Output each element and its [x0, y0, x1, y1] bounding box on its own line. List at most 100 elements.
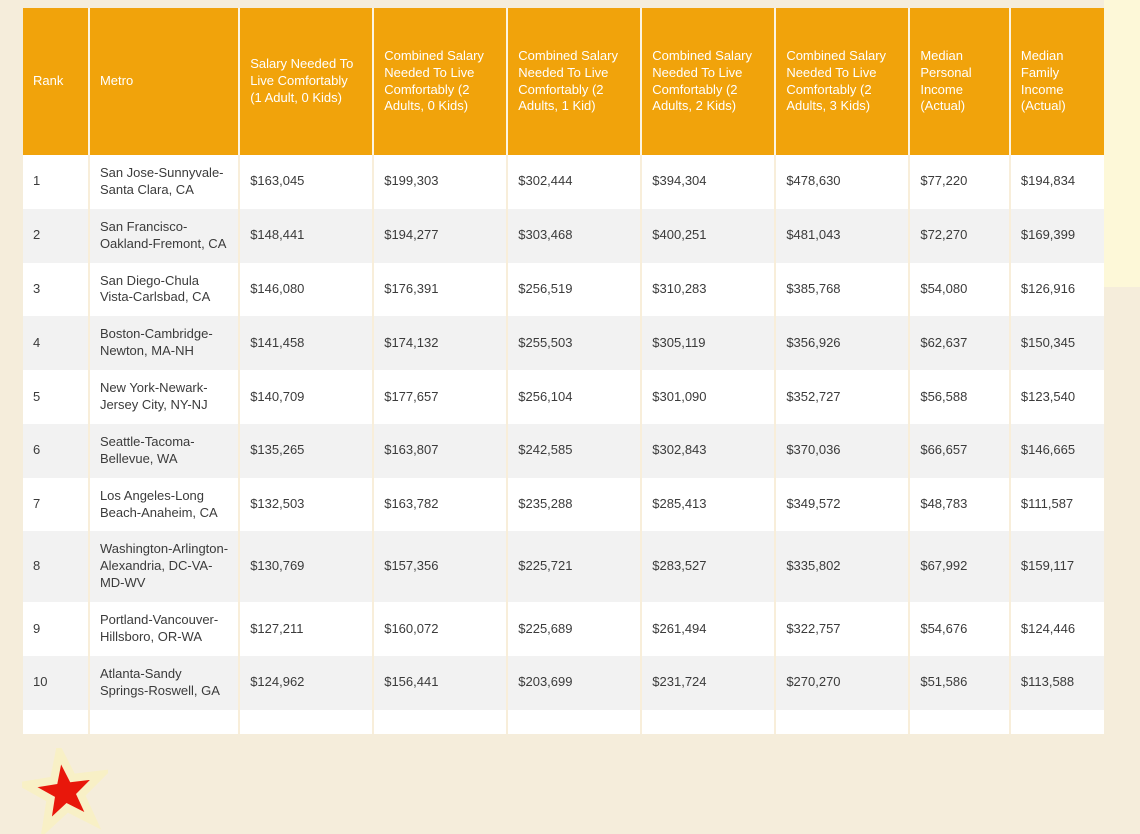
value-cell: $130,769	[239, 531, 375, 603]
value-cell: $176,391	[373, 262, 509, 317]
value-cell: $385,768	[775, 262, 911, 317]
value-cell: $255,503	[507, 316, 643, 371]
value-cell	[373, 709, 509, 734]
value-cell: $335,802	[775, 531, 911, 603]
value-cell: $77,220	[909, 155, 1011, 209]
table-row: 6 Seattle-Tacoma-Bellevue, WA $135,265 $…	[23, 423, 1104, 478]
value-cell: $285,413	[641, 477, 777, 532]
table-row: 3 San Diego-Chula Vista-Carlsbad, CA $14…	[23, 262, 1104, 317]
value-cell: $199,303	[373, 155, 509, 209]
value-cell: $54,080	[909, 262, 1011, 317]
value-cell	[641, 709, 777, 734]
rank-cell: 2	[23, 208, 90, 263]
value-cell: $256,519	[507, 262, 643, 317]
value-cell: $157,356	[373, 531, 509, 603]
value-cell: $113,588	[1009, 655, 1104, 710]
rank-cell	[23, 709, 90, 734]
metro-cell: San Diego-Chula Vista-Carlsbad, CA	[88, 262, 241, 317]
rank-cell: 4	[23, 316, 90, 371]
value-cell: $256,104	[507, 370, 643, 424]
header-cell-median-personal-income: Median Personal Income (Actual)	[909, 8, 1011, 155]
value-cell: $111,587	[1009, 477, 1104, 532]
value-cell: $356,926	[775, 316, 911, 371]
table-row: 1 San Jose-Sunnyvale-Santa Clara, CA $16…	[23, 155, 1104, 209]
value-cell: $310,283	[641, 262, 777, 317]
value-cell: $146,080	[239, 262, 375, 317]
value-cell: $163,045	[239, 155, 375, 209]
value-cell: $225,689	[507, 602, 643, 656]
value-cell: $194,834	[1009, 155, 1104, 209]
table-row: 4 Boston-Cambridge-Newton, MA-NH $141,45…	[23, 316, 1104, 371]
header-cell-salary-1a0k: Salary Needed To Live Comfortably (1 Adu…	[239, 8, 375, 155]
value-cell: $169,399	[1009, 208, 1104, 263]
value-cell: $156,441	[373, 655, 509, 710]
value-cell: $481,043	[775, 208, 911, 263]
header-cell-median-family-income: Median Family Income (Actual)	[1009, 8, 1104, 155]
value-cell: $48,783	[909, 477, 1011, 532]
value-cell: $177,657	[373, 370, 509, 424]
value-cell: $302,843	[641, 423, 777, 478]
value-cell: $126,916	[1009, 262, 1104, 317]
salary-table-container: Rank Metro Salary Needed To Live Comfort…	[23, 8, 1104, 832]
table-row: 7 Los Angeles-Long Beach-Anaheim, CA $13…	[23, 477, 1104, 532]
value-cell: $51,586	[909, 655, 1011, 710]
value-cell: $150,345	[1009, 316, 1104, 371]
value-cell	[909, 709, 1011, 734]
value-cell: $370,036	[775, 423, 911, 478]
value-cell: $283,527	[641, 531, 777, 603]
page-margin-highlight	[1104, 0, 1140, 287]
metro-cell: Atlanta-Sandy Springs-Roswell, GA	[88, 655, 241, 710]
value-cell: $270,270	[775, 655, 911, 710]
value-cell	[507, 709, 643, 734]
rank-cell: 7	[23, 477, 90, 532]
header-cell-salary-2a1k: Combined Salary Needed To Live Comfortab…	[507, 8, 643, 155]
value-cell: $322,757	[775, 602, 911, 656]
metro-cell	[88, 709, 241, 734]
metro-cell: New York-Newark-Jersey City, NY-NJ	[88, 370, 241, 424]
header-cell-salary-2a0k: Combined Salary Needed To Live Comfortab…	[373, 8, 509, 155]
value-cell	[1009, 709, 1104, 734]
value-cell: $225,721	[507, 531, 643, 603]
value-cell: $163,807	[373, 423, 509, 478]
value-cell: $67,992	[909, 531, 1011, 603]
value-cell: $135,265	[239, 423, 375, 478]
value-cell	[775, 709, 911, 734]
value-cell: $54,676	[909, 602, 1011, 656]
rank-cell: 6	[23, 423, 90, 478]
rank-cell: 5	[23, 370, 90, 424]
salary-table: Rank Metro Salary Needed To Live Comfort…	[23, 8, 1104, 734]
value-cell: $478,630	[775, 155, 911, 209]
value-cell: $72,270	[909, 208, 1011, 263]
header-cell-metro: Metro	[88, 8, 241, 155]
value-cell: $302,444	[507, 155, 643, 209]
header-cell-salary-2a3k: Combined Salary Needed To Live Comfortab…	[775, 8, 911, 155]
value-cell: $56,588	[909, 370, 1011, 424]
value-cell: $66,657	[909, 423, 1011, 478]
value-cell: $394,304	[641, 155, 777, 209]
value-cell: $174,132	[373, 316, 509, 371]
metro-cell: Washington-Arlington-Alexandria, DC-VA-M…	[88, 531, 241, 603]
value-cell: $148,441	[239, 208, 375, 263]
value-cell: $242,585	[507, 423, 643, 478]
value-cell: $159,117	[1009, 531, 1104, 603]
value-cell: $124,962	[239, 655, 375, 710]
table-row: 10 Atlanta-Sandy Springs-Roswell, GA $12…	[23, 655, 1104, 710]
value-cell: $140,709	[239, 370, 375, 424]
value-cell: $132,503	[239, 477, 375, 532]
table-row: 5 New York-Newark-Jersey City, NY-NJ $14…	[23, 370, 1104, 424]
value-cell: $163,782	[373, 477, 509, 532]
value-cell: $235,288	[507, 477, 643, 532]
table-body: 1 San Jose-Sunnyvale-Santa Clara, CA $16…	[23, 155, 1104, 734]
value-cell: $146,665	[1009, 423, 1104, 478]
metro-cell: San Francisco-Oakland-Fremont, CA	[88, 208, 241, 263]
value-cell: $303,468	[507, 208, 643, 263]
table-row-partial	[23, 709, 1104, 734]
metro-cell: Los Angeles-Long Beach-Anaheim, CA	[88, 477, 241, 532]
table-row: 8 Washington-Arlington-Alexandria, DC-VA…	[23, 531, 1104, 603]
value-cell: $352,727	[775, 370, 911, 424]
table-header-row: Rank Metro Salary Needed To Live Comfort…	[23, 8, 1104, 155]
header-cell-rank: Rank	[23, 8, 90, 155]
value-cell: $400,251	[641, 208, 777, 263]
rank-cell: 3	[23, 262, 90, 317]
